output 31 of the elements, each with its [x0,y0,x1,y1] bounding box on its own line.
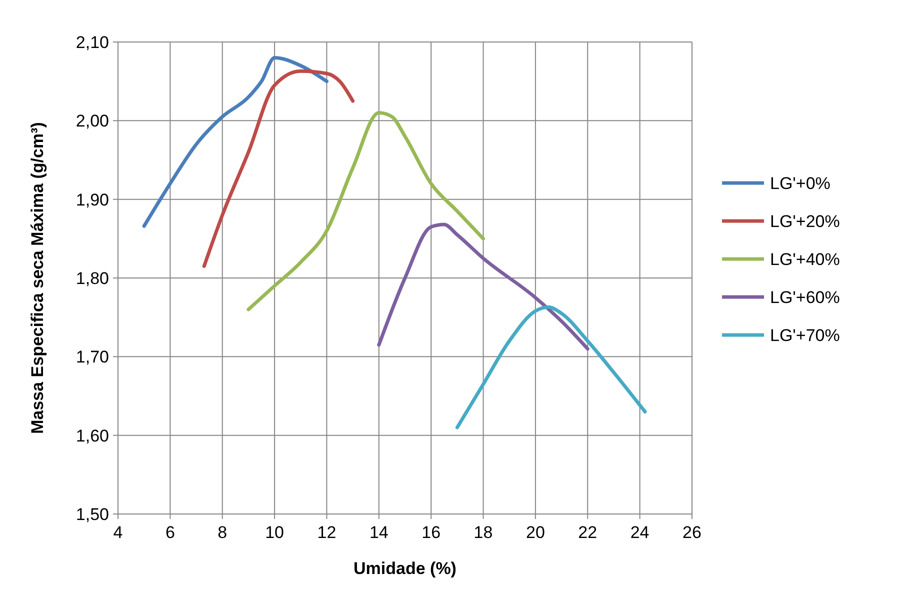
x-tick-label: 12 [317,523,336,542]
legend-label: LG'+70% [770,326,840,345]
line-series [377,222,590,351]
x-tick-label: 18 [474,523,493,542]
x-tick-label: 10 [265,523,284,542]
x-tick-label: 24 [630,523,650,542]
line-series [455,305,647,430]
x-tick-label: 14 [369,523,388,542]
legend-label: LG'+20% [770,212,840,231]
x-tick-label: 4 [113,523,123,542]
x-tick-label: 22 [578,523,598,542]
x-tick-label: 6 [165,523,175,542]
y-tick-label: 1,80 [76,268,109,288]
legend-label: LG'+0% [770,174,830,193]
x-tick-label: 16 [422,523,441,542]
y-tick-label: 2,10 [76,32,109,52]
y-tick-label: 1,90 [76,190,109,210]
x-tick-label: 8 [218,523,228,542]
y-tick-label: 1,60 [76,426,109,446]
y-axis-title: Massa Especifica seca Máxima (g/cm³) [28,122,47,434]
line-series [202,69,355,268]
x-tick-label: 20 [526,523,545,542]
y-tick-label: 1,70 [76,348,109,367]
line-series [142,56,328,228]
legend-label: LG'+40% [770,250,840,269]
x-tick-label: 26 [682,523,702,542]
x-axis-title: Umidade (%) [354,559,456,578]
line-series [246,111,486,312]
y-tick-label: 2,00 [76,112,109,131]
y-tick-label: 1,50 [76,504,109,524]
legend-label: LG'+60% [770,288,840,307]
